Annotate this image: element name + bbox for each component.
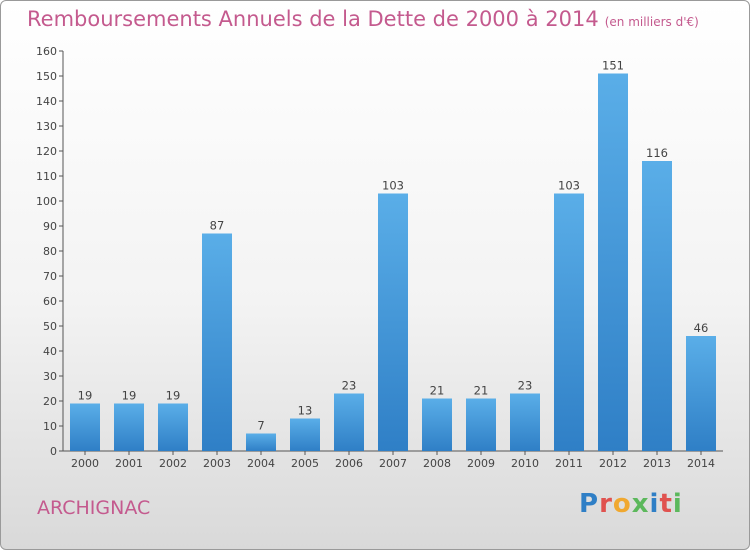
- x-tick-label: 2009: [467, 457, 495, 470]
- y-tick-label: 150: [36, 70, 57, 83]
- bar-value-label: 23: [518, 379, 533, 393]
- y-tick-label: 40: [43, 345, 57, 358]
- bar-value-label: 21: [430, 384, 445, 398]
- bar-2002: [158, 403, 188, 451]
- logo-letter: i: [649, 489, 660, 519]
- y-tick-label: 60: [43, 295, 57, 308]
- x-tick-label: 2003: [203, 457, 231, 470]
- logo-letter: o: [612, 489, 632, 519]
- logo-letter: i: [672, 489, 683, 519]
- y-tick-label: 0: [50, 445, 57, 458]
- y-tick-label: 10: [43, 420, 57, 433]
- y-tick-label: 110: [36, 170, 57, 183]
- bar-2006: [334, 393, 364, 451]
- y-tick-label: 80: [43, 245, 57, 258]
- bar-2008: [422, 398, 452, 451]
- logo-letter: r: [599, 489, 613, 519]
- bar-value-label: 116: [646, 146, 668, 160]
- bar-2012: [598, 73, 628, 451]
- x-tick-label: 2005: [291, 457, 319, 470]
- x-tick-label: 2006: [335, 457, 363, 470]
- y-tick-label: 160: [36, 45, 57, 58]
- chart-axes: 0 10 20 30 40 50 60 70 80 90 100 110 120 130 140 150 160…: [36, 45, 723, 470]
- chart-unit-note: (en milliers d'€): [604, 15, 699, 29]
- y-tick-label: 20: [43, 395, 57, 408]
- bar-2005: [290, 418, 320, 451]
- x-tick-label: 2004: [247, 457, 275, 470]
- x-tick-label: 2014: [687, 457, 715, 470]
- y-tick-label: 120: [36, 145, 57, 158]
- bar-value-label: 103: [558, 179, 580, 193]
- y-tick-label: 130: [36, 120, 57, 133]
- x-tick-label: 2013: [643, 457, 671, 470]
- bar-value-label: 19: [122, 389, 137, 403]
- logo-letter: t: [659, 489, 673, 519]
- logo-letter: P: [579, 489, 600, 519]
- x-tick-label: 2008: [423, 457, 451, 470]
- bar-2001: [114, 403, 144, 451]
- chart-bars: 19 19 19 87 7 13 23 103 21 21 23 103 151 116 46: [70, 59, 716, 451]
- commune-name: ARCHIGNAC: [37, 497, 151, 519]
- bar-2014: [686, 336, 716, 451]
- bar-2004: [246, 433, 276, 451]
- bar-2011: [554, 193, 584, 451]
- bar-2000: [70, 403, 100, 451]
- bar-value-label: 19: [166, 389, 181, 403]
- x-tick-label: 2007: [379, 457, 407, 470]
- x-tick-label: 2000: [71, 457, 99, 470]
- chart-title: Remboursements Annuels de la Dette de 20…: [27, 7, 699, 31]
- bar-value-label: 7: [257, 419, 264, 433]
- chart-title-text: Remboursements Annuels de la Dette de 20…: [27, 7, 599, 31]
- y-tick-label: 90: [43, 220, 57, 233]
- bar-value-label: 46: [694, 321, 709, 335]
- bar-value-label: 13: [298, 404, 313, 418]
- bar-value-label: 87: [210, 219, 225, 233]
- bar-value-label: 21: [474, 384, 489, 398]
- bar-value-label: 103: [382, 179, 404, 193]
- bar-value-label: 151: [602, 59, 624, 73]
- bar-2009: [466, 398, 496, 451]
- y-tick-label: 140: [36, 95, 57, 108]
- bar-2003: [202, 233, 232, 451]
- bar-2010: [510, 393, 540, 451]
- proxiti-logo: Proxiti: [579, 489, 683, 519]
- x-tick-label: 2001: [115, 457, 143, 470]
- bar-value-label: 23: [342, 379, 357, 393]
- y-tick-label: 30: [43, 370, 57, 383]
- y-tick-label: 70: [43, 270, 57, 283]
- y-tick-label: 100: [36, 195, 57, 208]
- bar-value-label: 19: [78, 389, 93, 403]
- logo-letter: x: [631, 489, 650, 519]
- x-tick-label: 2010: [511, 457, 539, 470]
- bar-2007: [378, 193, 408, 451]
- x-tick-label: 2002: [159, 457, 187, 470]
- y-tick-label: 50: [43, 320, 57, 333]
- x-tick-label: 2011: [555, 457, 583, 470]
- x-tick-label: 2012: [599, 457, 627, 470]
- bar-2013: [642, 161, 672, 451]
